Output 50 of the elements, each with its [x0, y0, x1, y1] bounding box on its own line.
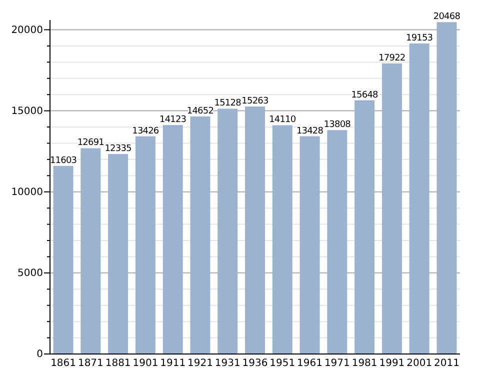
x-tick-label: 1861 — [50, 358, 76, 369]
y-tick-label: 10000 — [11, 187, 43, 198]
bar — [327, 130, 348, 354]
data-label: 11603 — [50, 156, 77, 166]
x-tick-label: 1911 — [160, 358, 186, 369]
x-tick-label: 1961 — [297, 358, 323, 369]
y-tick-label: 5000 — [18, 268, 43, 280]
x-tick-label: 1921 — [187, 358, 213, 369]
data-label: 20468 — [433, 12, 461, 22]
x-tick-label: 1936 — [242, 358, 268, 369]
x-tick-label: 2011 — [434, 358, 460, 369]
bar — [80, 148, 101, 354]
y-tick-label: 20000 — [11, 24, 43, 36]
data-label: 17922 — [378, 53, 406, 64]
data-label: 13808 — [324, 120, 352, 130]
bar — [218, 108, 238, 354]
data-label: 15128 — [214, 98, 242, 109]
x-tick-label: 1931 — [214, 358, 240, 369]
data-label: 13426 — [132, 126, 160, 136]
bar — [409, 43, 430, 354]
x-tick-label: 2001 — [406, 358, 432, 369]
x-tick-label: 1901 — [132, 358, 158, 369]
bar — [190, 116, 210, 354]
bar — [300, 136, 320, 354]
data-label: 15648 — [351, 90, 379, 100]
x-tick-label: 1991 — [379, 358, 405, 369]
data-label: 12335 — [104, 144, 132, 154]
x-tick-label: 1881 — [105, 358, 131, 369]
bar — [354, 100, 375, 354]
x-tick-label: 1981 — [352, 358, 378, 369]
bar — [135, 136, 156, 354]
data-label: 12691 — [77, 138, 104, 148]
bar — [108, 154, 128, 354]
data-label: 19153 — [406, 33, 433, 44]
y-tick-label: 15000 — [11, 106, 43, 117]
x-tick-label: 1951 — [270, 358, 296, 369]
bar — [162, 125, 183, 354]
data-label: 14110 — [269, 115, 296, 126]
x-tick-label: 1871 — [78, 358, 104, 369]
data-label: 13428 — [296, 126, 324, 136]
bar — [382, 63, 402, 354]
bar — [53, 166, 74, 354]
x-tick-label: 1971 — [324, 358, 350, 369]
bar — [436, 22, 457, 354]
bar — [245, 106, 265, 354]
bar — [272, 125, 292, 354]
data-label: 15263 — [242, 96, 268, 107]
y-tick-label: 0 — [36, 349, 43, 360]
data-label: 14652 — [186, 106, 214, 116]
data-label: 14123 — [160, 115, 186, 126]
